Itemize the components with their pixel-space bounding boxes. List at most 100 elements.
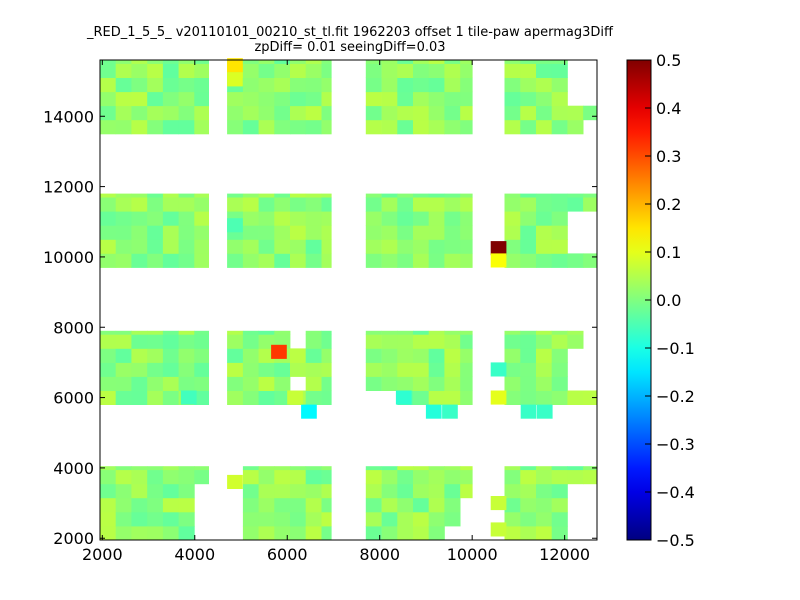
heatmap-cell — [460, 197, 473, 212]
heatmap-cell — [504, 193, 521, 198]
heatmap-cell — [520, 469, 537, 485]
heatmap-cell — [258, 197, 275, 212]
heatmap-cell — [520, 91, 537, 107]
heatmap-cell — [536, 525, 553, 541]
heatmap-cell — [147, 525, 164, 541]
heatmap-cell — [100, 239, 117, 254]
heatmap-cell — [100, 390, 117, 405]
heatmap-cell — [131, 105, 148, 121]
heatmap-cell — [258, 483, 275, 499]
heatmap-cell — [131, 63, 148, 78]
heatmap-cell — [381, 466, 398, 471]
heatmap-cell — [428, 211, 445, 226]
heatmap-cell — [115, 63, 132, 78]
heatmap-cell — [131, 225, 148, 240]
heatmap-cell — [381, 193, 398, 198]
heatmap-cell — [131, 91, 148, 107]
heatmap-cell — [194, 105, 209, 121]
heatmap-cell — [520, 376, 537, 391]
heatmap-cell — [567, 119, 584, 135]
heatmap-cell — [321, 334, 332, 349]
heatmap-cell — [131, 211, 148, 226]
heatmap-cell — [397, 91, 414, 107]
heatmap-cell — [504, 334, 521, 349]
heatmap-cell — [147, 119, 164, 135]
heatmap-cell — [227, 334, 244, 349]
heatmap-cell — [305, 348, 322, 363]
heatmap-cell — [258, 119, 275, 135]
heatmap-cell — [274, 77, 291, 93]
heatmap-cell — [428, 362, 445, 377]
heatmap-cell — [536, 63, 553, 78]
heatmap-cell — [258, 77, 275, 93]
heatmap-cell — [428, 105, 445, 121]
heatmap-cell — [504, 105, 521, 121]
heatmap-cell — [460, 91, 473, 107]
heatmap-cell — [444, 376, 461, 391]
heatmap-cell — [444, 119, 461, 135]
heatmap-cell — [413, 239, 430, 254]
heatmap-cell — [258, 390, 275, 405]
heatmap-cell-highlight — [271, 344, 287, 359]
heatmap-cell — [242, 362, 259, 377]
colorbar-tick-label: 0.1 — [656, 243, 681, 262]
heatmap-cell — [365, 376, 382, 391]
heatmap-cell — [147, 225, 164, 240]
colorbar: 0.5 0.4 0.3 0.2 0.1 0.0 −0.1 −0.2 −0.3 −0.4 −0.5 — [626, 51, 695, 550]
heatmap-cell — [100, 511, 117, 527]
heatmap-cell — [504, 390, 521, 405]
heatmap-cell — [162, 105, 179, 121]
heatmap-cell — [274, 225, 291, 240]
heatmap-cell — [551, 525, 568, 541]
heatmap-cell — [178, 225, 195, 240]
heatmap-cell — [178, 197, 195, 212]
heatmap-cell — [428, 469, 445, 485]
heatmap-cell — [147, 334, 164, 349]
heatmap-cell — [460, 362, 473, 377]
colorbar-tick-label: −0.3 — [656, 435, 695, 454]
heatmap-cell — [504, 525, 521, 541]
y-tick-label: 10000 — [43, 248, 94, 267]
heatmap-cell — [460, 119, 473, 135]
heatmap-cell — [551, 60, 568, 64]
heatmap-cell — [397, 225, 414, 240]
heatmap-cell — [258, 60, 275, 64]
heatmap-cell-highlight — [442, 404, 458, 419]
colorbar-tick-label: −0.2 — [656, 387, 695, 406]
heatmap-cell — [194, 60, 209, 64]
heatmap-cell — [115, 466, 132, 471]
heatmap-cell — [321, 483, 332, 499]
heatmap-cell — [428, 330, 445, 335]
heatmap-cell — [321, 105, 332, 121]
heatmap-cell — [162, 197, 179, 212]
heatmap-cell — [162, 525, 179, 541]
heatmap-cell — [194, 225, 209, 240]
heatmap-cell — [227, 193, 244, 198]
heatmap-cell — [242, 197, 259, 212]
heatmap-cell — [305, 119, 322, 135]
heatmap-cell — [305, 63, 322, 78]
heatmap-cell — [290, 77, 307, 93]
heatmap-cell — [147, 91, 164, 107]
heatmap-cell — [381, 91, 398, 107]
heatmap-cell — [258, 376, 275, 391]
heatmap-cell-highlight — [520, 404, 537, 419]
heatmap-cell — [290, 239, 307, 254]
heatmap-cell — [178, 193, 195, 198]
heatmap-cell — [428, 197, 445, 212]
heatmap-cell — [258, 330, 275, 335]
heatmap-cell — [413, 77, 430, 93]
heatmap-cell-highlight — [536, 404, 553, 419]
heatmap-cell — [162, 497, 179, 513]
heatmap-cell — [551, 469, 568, 485]
heatmap-cell — [131, 525, 148, 541]
heatmap-cell — [444, 466, 461, 471]
y-tick-label: 14000 — [43, 107, 94, 126]
heatmap-cell — [131, 119, 148, 135]
heatmap-cell — [428, 193, 445, 198]
heatmap-cell — [274, 193, 291, 198]
heatmap-cell — [162, 239, 179, 254]
heatmap-cell — [536, 211, 553, 226]
heatmap-cell — [460, 330, 473, 335]
heatmap-cell — [321, 525, 332, 541]
